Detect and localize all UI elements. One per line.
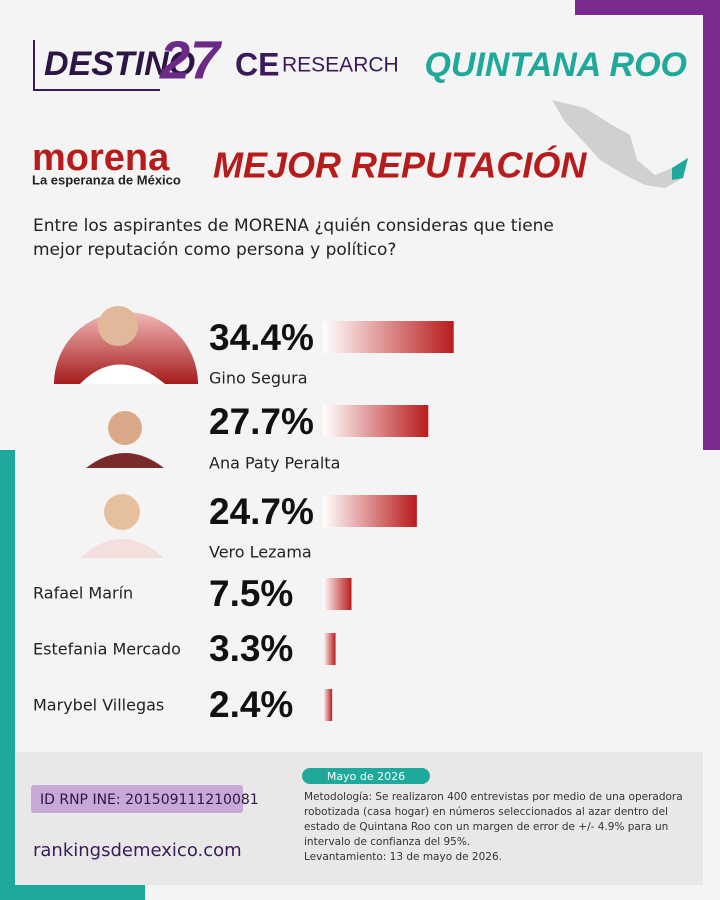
accent-band	[0, 450, 15, 900]
photo	[104, 494, 140, 530]
value-label: 3.3%	[209, 628, 293, 669]
partner-suffix: RESEARCH	[282, 54, 399, 77]
region: QUINTANA ROO	[424, 46, 687, 84]
category-label: Rafael Marín	[33, 584, 133, 603]
photo-background	[54, 312, 198, 384]
accent-band	[0, 885, 145, 900]
party-name: morena	[32, 137, 170, 179]
bar	[323, 578, 352, 610]
subtitle: mejor reputación como persona y político…	[33, 240, 396, 260]
value-label: 7.5%	[209, 573, 293, 614]
value-label: 34.4%	[209, 317, 314, 358]
bar	[323, 321, 454, 353]
brand-frame	[33, 40, 160, 91]
map-highlight	[672, 158, 688, 180]
photo	[108, 411, 142, 445]
accent-band	[575, 0, 720, 15]
value-label: 24.7%	[209, 491, 314, 532]
methodology-line: intervalo de confianza del 95%.	[304, 836, 470, 848]
value-label: 27.7%	[209, 401, 314, 442]
bar	[323, 495, 417, 527]
photo	[98, 306, 138, 346]
category-label: Marybel Villegas	[33, 696, 164, 715]
id: ID RNP INE: 201509111210081	[40, 792, 259, 808]
methodology-line: Levantamiento: 13 de mayo de 2026.	[304, 851, 502, 863]
date: Mayo de 2026	[327, 770, 405, 783]
methodology: Metodología: Se realizaron 400 entrevist…	[304, 791, 683, 863]
methodology-line: robotizada (casa hogar) en números selec…	[304, 806, 668, 818]
date-badge	[302, 768, 430, 784]
bar	[323, 405, 429, 437]
category-label: Vero Lezama	[209, 543, 312, 562]
photo	[80, 539, 164, 558]
accent-band	[703, 0, 720, 450]
chart-title: MEJOR REPUTACIÓN	[213, 145, 587, 186]
partner: CE	[235, 46, 279, 82]
methodology-line: estado de Quintana Roo con un margen de …	[304, 821, 668, 833]
brand-number: 27	[159, 30, 223, 90]
brand: DESTINO	[44, 45, 195, 83]
value-label: 2.4%	[209, 684, 293, 725]
website[interactable]: rankingsdemexico.com	[33, 840, 242, 861]
category-label: Estefania Mercado	[33, 640, 181, 659]
methodology-line: Metodología: Se realizaron 400 entrevist…	[304, 791, 683, 803]
photo	[86, 453, 164, 468]
map	[552, 100, 688, 188]
id-box	[31, 785, 243, 813]
party-tagline: La esperanza de México	[32, 172, 181, 187]
category-label: Ana Paty Peralta	[209, 454, 340, 473]
bar	[323, 633, 336, 665]
bar	[323, 689, 333, 721]
subtitle: Entre los aspirantes de MORENA ¿quién co…	[33, 216, 554, 236]
photo	[80, 364, 165, 384]
category-label: Gino Segura	[209, 369, 308, 388]
